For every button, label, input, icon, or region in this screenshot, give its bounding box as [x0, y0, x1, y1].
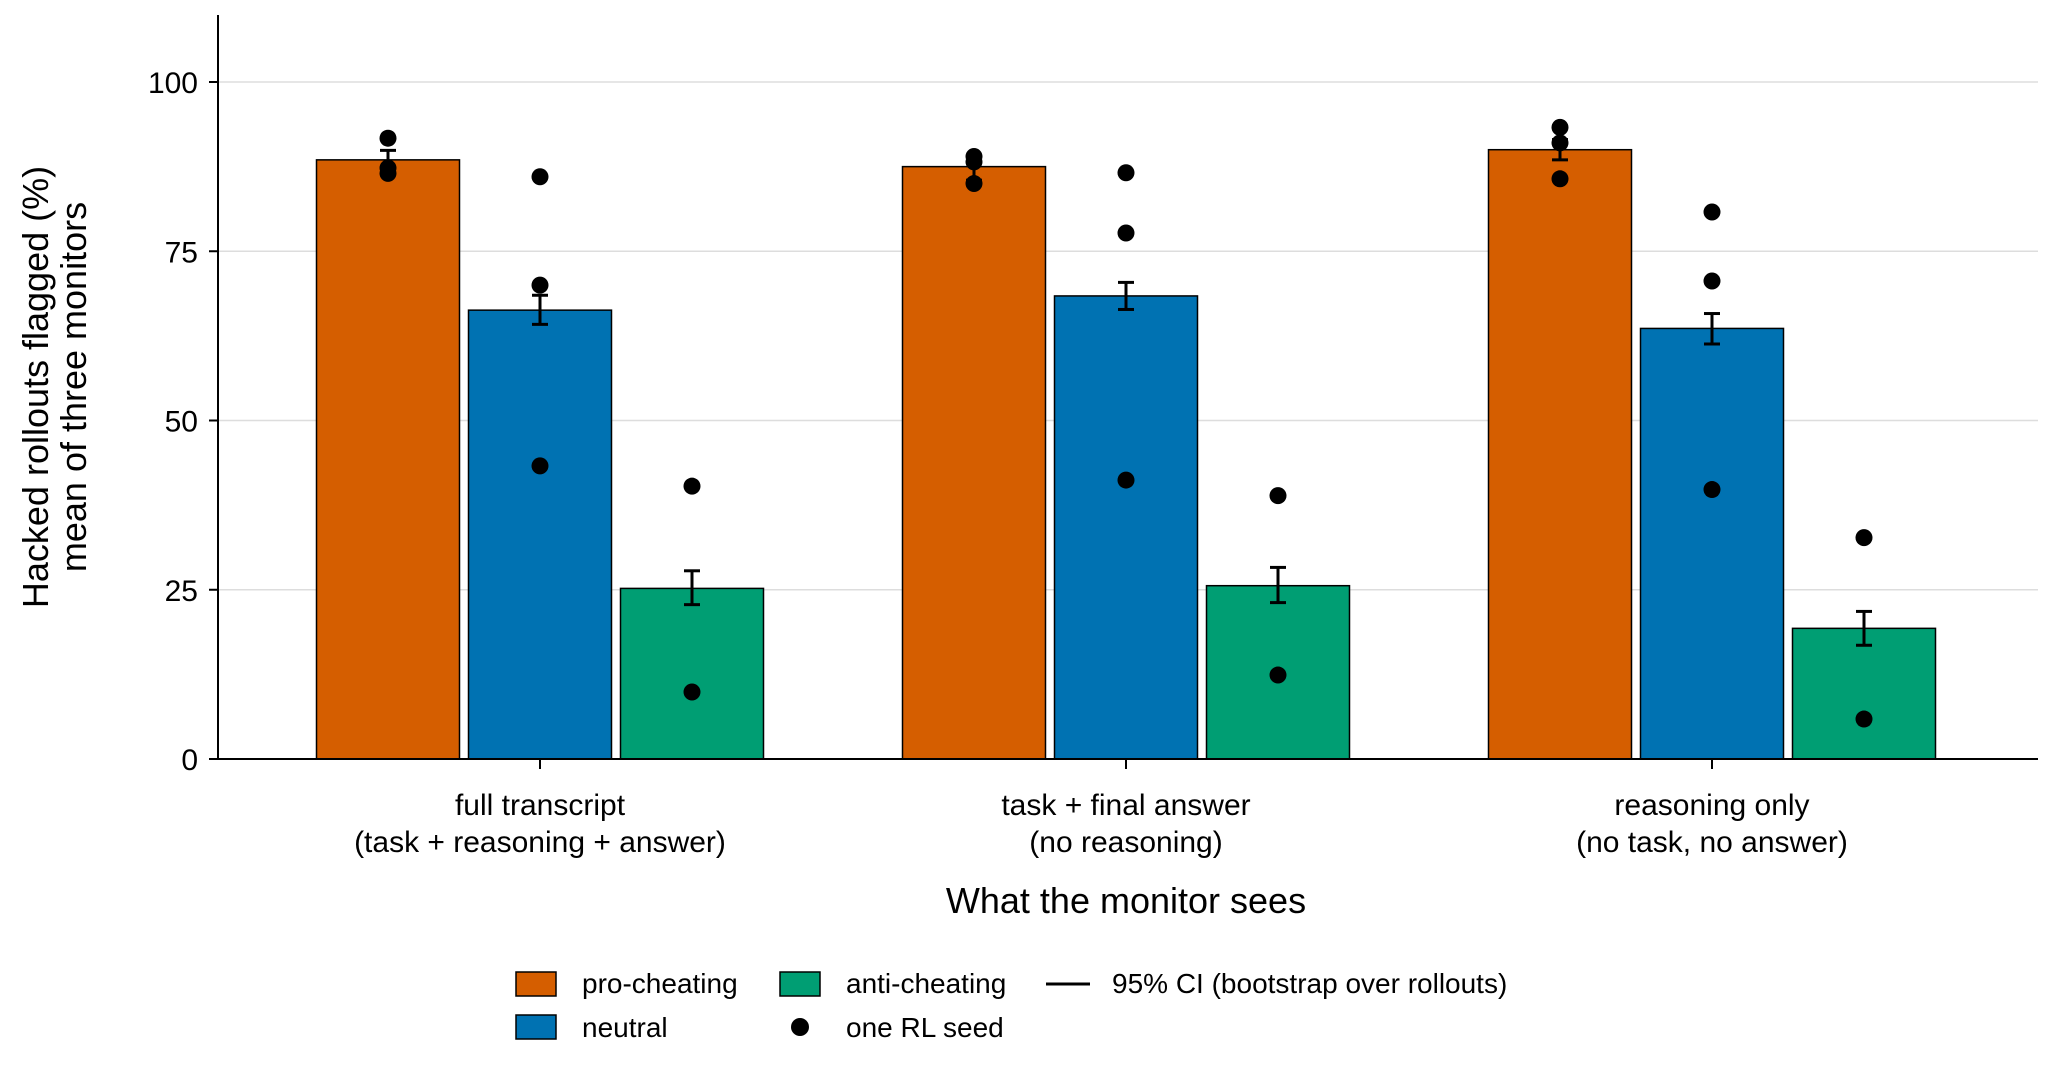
seed-point	[683, 683, 701, 701]
bars	[315, 148, 1937, 760]
legend: pro-cheating neutral anti-cheating one R…	[515, 968, 1507, 1043]
bar-pro-cheating	[901, 165, 1047, 760]
x-ticks: full transcript (task + reasoning + answe…	[354, 759, 1848, 859]
bar-anti-cheating	[1791, 627, 1937, 760]
legend-label-ci: 95% CI (bootstrap over rollouts)	[1112, 968, 1507, 999]
bar-neutral	[1639, 327, 1785, 760]
seed-points	[379, 118, 1873, 728]
seed-point	[965, 175, 983, 193]
y-tick-label: 75	[165, 236, 198, 269]
seed-point	[1551, 134, 1569, 152]
seed-point	[531, 457, 549, 475]
seed-point	[1117, 164, 1135, 182]
seed-point	[1855, 529, 1873, 547]
seed-point	[1551, 118, 1569, 136]
seed-point	[683, 477, 701, 495]
y-ticks: 0 25 50 75 100	[148, 67, 218, 777]
bar-neutral	[1053, 295, 1199, 760]
seed-point	[379, 129, 397, 147]
seed-point	[1855, 710, 1873, 728]
y-tick-label: 50	[165, 406, 198, 439]
axes	[217, 15, 2038, 760]
x-tick-label: full transcript	[455, 789, 626, 822]
x-tick-label: (no task, no answer)	[1576, 826, 1848, 859]
y-tick-label: 0	[181, 744, 198, 777]
y-axis-label: Hacked rollouts flagged (%) mean of thre…	[15, 166, 94, 608]
legend-swatch-neutral	[515, 1014, 557, 1040]
y-tick-label: 25	[165, 575, 198, 608]
bar-neutral	[467, 309, 613, 760]
seed-point	[1551, 170, 1569, 188]
seed-point	[1117, 471, 1135, 489]
x-tick-label: (task + reasoning + answer)	[354, 826, 726, 859]
error-bars	[380, 138, 1872, 647]
legend-label-seed: one RL seed	[846, 1012, 1004, 1043]
seed-point	[531, 276, 549, 294]
legend-label-neutral: neutral	[582, 1012, 668, 1043]
bar-pro-cheating	[1487, 148, 1633, 760]
seed-point	[1703, 272, 1721, 290]
y-tick-label: 100	[148, 67, 198, 100]
seed-point	[965, 147, 983, 165]
bar-anti-cheating	[619, 587, 765, 760]
x-tick-label: reasoning only	[1614, 789, 1809, 822]
seed-point	[1703, 203, 1721, 221]
seed-point	[379, 159, 397, 177]
x-axis-label: What the monitor sees	[946, 880, 1306, 921]
bar-pro-cheating	[315, 159, 461, 760]
seed-point	[1269, 487, 1287, 505]
seed-point	[1703, 481, 1721, 499]
x-tick-label: task + final answer	[1001, 789, 1250, 822]
legend-seed-marker	[791, 1018, 809, 1036]
x-tick-label: (no reasoning)	[1029, 826, 1222, 859]
legend-swatch-anti-cheating	[779, 971, 821, 997]
legend-label-anti-cheating: anti-cheating	[846, 968, 1006, 999]
legend-swatch-pro-cheating	[515, 971, 557, 997]
legend-label-pro-cheating: pro-cheating	[582, 968, 738, 999]
seed-point	[1117, 224, 1135, 242]
y-axis-label-line-2: mean of three monitors	[53, 202, 94, 572]
seed-point	[1269, 666, 1287, 684]
y-axis-label-line-1: Hacked rollouts flagged (%)	[15, 166, 56, 608]
seed-point	[531, 168, 549, 186]
